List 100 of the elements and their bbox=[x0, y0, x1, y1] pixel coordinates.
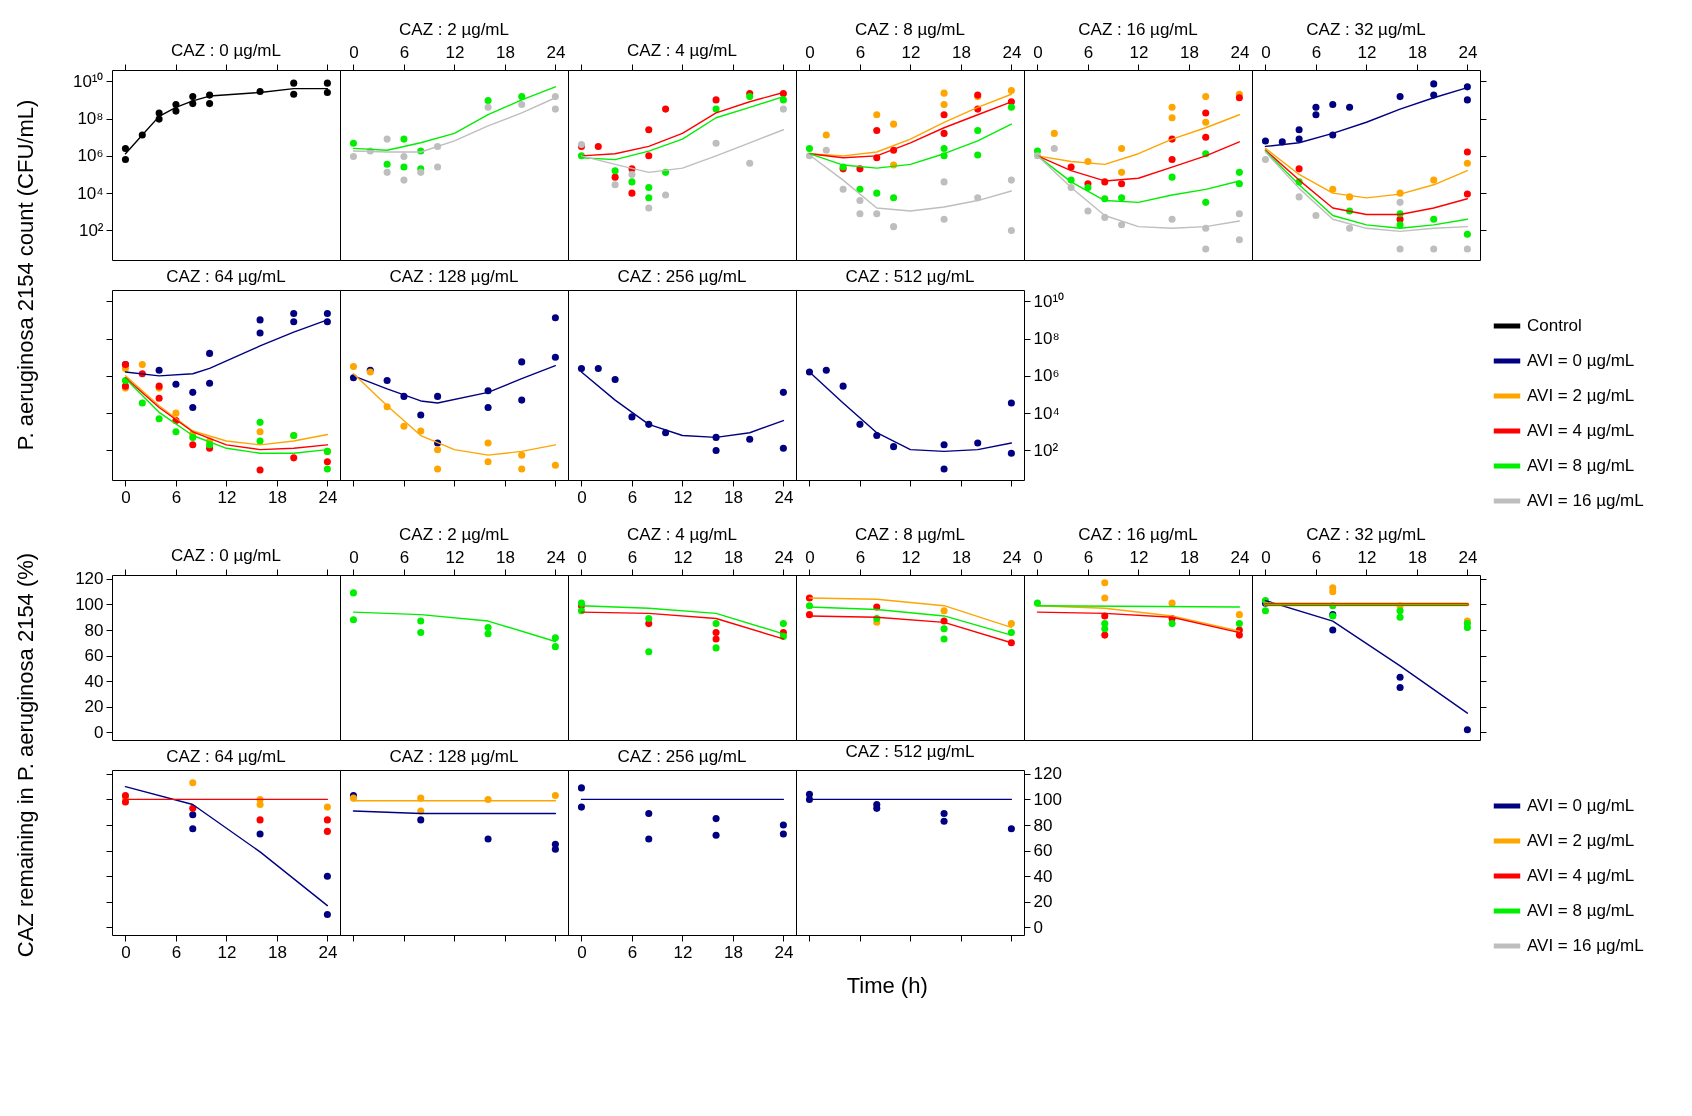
chart-title: CAZ : 512 µg/mL bbox=[845, 741, 975, 761]
x-tick-label: 18 bbox=[1407, 547, 1427, 567]
chart-title: CAZ : 2 µg/mL bbox=[399, 525, 509, 544]
legend-label: AVI = 2 µg/mL bbox=[1527, 386, 1635, 405]
chart-title: CAZ : 8 µg/mL bbox=[855, 20, 965, 39]
legend-label: AVI = 8 µg/mL bbox=[1527, 456, 1635, 475]
chart-title: CAZ : 0 µg/mL bbox=[171, 40, 281, 60]
chart-title: CAZ : 256 µg/mL bbox=[617, 747, 747, 766]
chart-title: CAZ : 0 µg/mL bbox=[171, 545, 281, 565]
x-tick-label: 24 bbox=[318, 487, 338, 507]
x-tick-label: 24 bbox=[1230, 42, 1250, 62]
x-tick-label: 0 bbox=[1261, 547, 1271, 567]
x-tick-label: 6 bbox=[855, 547, 866, 567]
chart-title: CAZ : 4 µg/mL bbox=[627, 40, 737, 60]
x-tick-label: 24 bbox=[318, 942, 338, 962]
legend-label: AVI = 2 µg/mL bbox=[1527, 831, 1635, 850]
x-tick-label: 18 bbox=[723, 942, 743, 962]
y-tick-label: 100 bbox=[1033, 789, 1062, 809]
text: AVI = 4 µg/mL bbox=[1527, 866, 1635, 885]
y-tick-label: 0 bbox=[1033, 917, 1043, 937]
x-tick-label: 12 bbox=[1129, 42, 1149, 62]
x-tick-label: 12 bbox=[1129, 547, 1149, 567]
x-tick-label: 0 bbox=[1261, 42, 1271, 62]
chart-title: CAZ : 2 µg/mL bbox=[399, 20, 509, 39]
y-tick-label: 10⁴ bbox=[77, 183, 104, 203]
x-tick-label: 12 bbox=[673, 547, 693, 567]
x-tick-label: 6 bbox=[627, 942, 638, 962]
x-tick-label: 6 bbox=[1083, 547, 1094, 567]
x-tick-label: 12 bbox=[901, 42, 921, 62]
x-tick-label: 0 bbox=[577, 487, 587, 507]
x-tick-label: 18 bbox=[495, 547, 515, 567]
x-tick-label: 12 bbox=[1357, 547, 1377, 567]
x-tick-label: 12 bbox=[445, 547, 465, 567]
x-tick-label: 12 bbox=[217, 942, 237, 962]
x-tick-label: 24 bbox=[774, 487, 794, 507]
x-tick-label: 24 bbox=[546, 547, 566, 567]
legend-label: AVI = 8 µg/mL bbox=[1527, 901, 1635, 920]
y-tick-label: 80 bbox=[1033, 815, 1053, 835]
x-tick-label: 0 bbox=[577, 942, 587, 962]
x-tick-label: 24 bbox=[1002, 547, 1022, 567]
x-tick-label: 18 bbox=[267, 942, 287, 962]
chart-title: CAZ : 256 µg/mL bbox=[617, 267, 747, 286]
x-tick-label: 18 bbox=[951, 42, 971, 62]
y-tick-label: 60 bbox=[84, 646, 104, 666]
x-tick-label: 24 bbox=[1002, 42, 1022, 62]
legend-label: AVI = 0 µg/mL bbox=[1527, 351, 1635, 370]
chart-title: CAZ : 16 µg/mL bbox=[1078, 525, 1198, 544]
chart-title: CAZ : 4 µg/mL bbox=[627, 525, 737, 544]
chart-title: CAZ : 32 µg/mL bbox=[1306, 525, 1426, 544]
y-axis-title: CAZ remaining in P. aeruginosa 2154 (%) bbox=[13, 552, 39, 958]
x-tick-label: 6 bbox=[627, 547, 638, 567]
y-tick-label: 10¹⁰ bbox=[72, 71, 104, 91]
chart-title: CAZ : 128 µg/mL bbox=[389, 747, 519, 766]
x-tick-label: 12 bbox=[217, 487, 237, 507]
x-tick-label: 12 bbox=[673, 942, 693, 962]
x-tick-label: 18 bbox=[1179, 42, 1199, 62]
chart-title: CAZ : 64 µg/mL bbox=[166, 747, 286, 766]
x-tick-label: 6 bbox=[171, 942, 182, 962]
y-tick-label: 10² bbox=[1033, 440, 1059, 460]
y-tick-label: 120 bbox=[1033, 764, 1062, 784]
legend-label: Control bbox=[1527, 316, 1582, 335]
x-tick-label: 12 bbox=[445, 42, 465, 62]
x-tick-label: 24 bbox=[1458, 547, 1478, 567]
x-tick-label: 0 bbox=[349, 42, 359, 62]
x-tick-label: 6 bbox=[1311, 547, 1322, 567]
y-tick-label: 10⁴ bbox=[1033, 403, 1060, 423]
y-tick-label: 40 bbox=[1033, 866, 1053, 886]
x-tick-label: 6 bbox=[1083, 42, 1094, 62]
x-tick-label: 12 bbox=[1357, 42, 1377, 62]
y-tick-label: 40 bbox=[84, 671, 104, 691]
x-tick-label: 0 bbox=[805, 42, 815, 62]
y-tick-label: 20 bbox=[1033, 892, 1053, 912]
x-axis-title: Time (h) bbox=[846, 973, 928, 999]
x-tick-label: 6 bbox=[399, 42, 410, 62]
legend-label: AVI = 16 µg/mL bbox=[1527, 491, 1644, 510]
x-tick-label: 18 bbox=[1179, 547, 1199, 567]
x-tick-label: 24 bbox=[1458, 42, 1478, 62]
x-tick-label: 0 bbox=[349, 547, 359, 567]
x-tick-label: 6 bbox=[1311, 42, 1322, 62]
y-tick-label: 20 bbox=[84, 697, 104, 717]
chart-title: CAZ : 16 µg/mL bbox=[1078, 20, 1198, 39]
legend-label: AVI = 4 µg/mL bbox=[1527, 421, 1635, 440]
y-tick-label: 10² bbox=[78, 220, 104, 240]
x-tick-label: 18 bbox=[723, 487, 743, 507]
x-tick-label: 24 bbox=[774, 547, 794, 567]
chart-title: CAZ : 32 µg/mL bbox=[1306, 20, 1426, 39]
x-tick-label: 18 bbox=[495, 42, 515, 62]
x-tick-label: 18 bbox=[267, 487, 287, 507]
chart-title: CAZ : 8 µg/mL bbox=[855, 525, 965, 544]
y-tick-label: 10⁸ bbox=[77, 109, 104, 129]
chart-title: CAZ : 128 µg/mL bbox=[389, 267, 519, 286]
y-tick-label: 10⁸ bbox=[1033, 329, 1060, 349]
x-tick-label: 24 bbox=[774, 942, 794, 962]
y-tick-label: 100 bbox=[75, 594, 104, 614]
x-tick-label: 12 bbox=[673, 487, 693, 507]
legend-label: AVI = 0 µg/mL bbox=[1527, 796, 1635, 815]
x-tick-label: 0 bbox=[805, 547, 815, 567]
x-tick-label: 0 bbox=[121, 942, 131, 962]
x-tick-label: 24 bbox=[1230, 547, 1250, 567]
y-tick-label: 0 bbox=[94, 722, 104, 742]
